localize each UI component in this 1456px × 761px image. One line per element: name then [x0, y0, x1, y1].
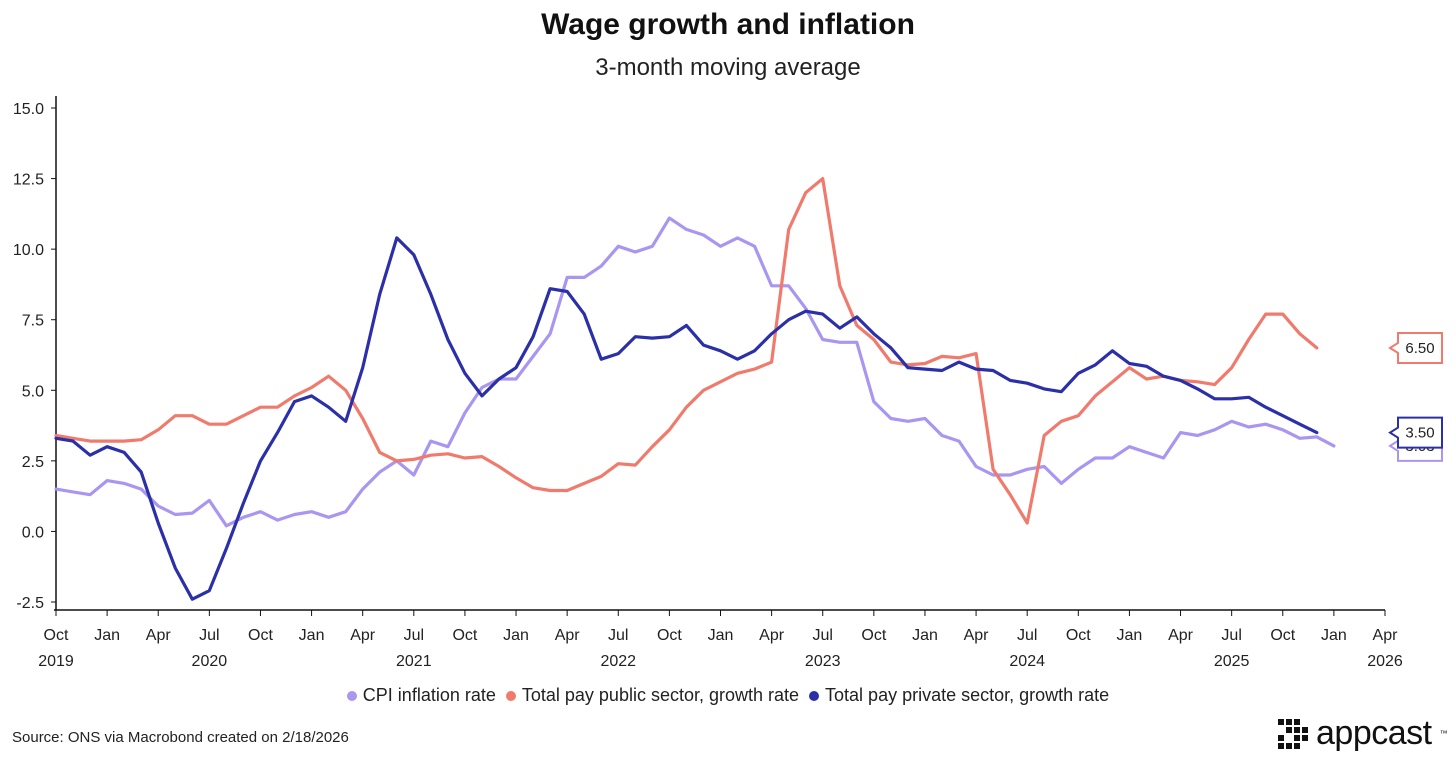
x-tick-year-label: 2024: [1009, 653, 1045, 670]
x-tick-label: Oct: [44, 627, 69, 644]
end-label-text: 6.50: [1405, 340, 1434, 357]
series-line-0: [54, 216, 1336, 528]
y-tick-label: 15.0: [13, 101, 44, 118]
x-tick-label: Jul: [199, 627, 219, 644]
dotted-grid-logo-icon: [1278, 718, 1308, 749]
x-tick-year-label: 2021: [396, 653, 432, 670]
legend-swatch-private: [809, 690, 820, 701]
x-tick-label: Apr: [555, 627, 581, 644]
x-tick-year-label: 2020: [192, 653, 228, 670]
x-tick-label: Jan: [1117, 627, 1143, 644]
x-tick-label: Oct: [1270, 627, 1295, 644]
legend-label-cpi: CPI inflation rate: [362, 685, 496, 705]
legend-swatch-public: [505, 690, 516, 701]
series-line-2: [54, 236, 1319, 601]
x-tick-label: Apr: [759, 627, 785, 644]
end-label-2: 3.50: [1388, 416, 1443, 449]
y-tick-label: 10.0: [13, 242, 44, 259]
y-tick-label: 12.5: [13, 172, 44, 189]
x-tick-year-label: 2023: [805, 653, 841, 670]
legend-item-private: Total pay private sector, growth rate: [809, 685, 1109, 706]
x-tick-year-label: 2026: [1367, 653, 1403, 670]
x-tick-label: Jul: [1017, 627, 1037, 644]
x-tick-label: Apr: [350, 627, 376, 644]
chart-subtitle: 3-month moving average: [595, 54, 861, 81]
x-tick-label: Jan: [503, 627, 529, 644]
x-tick-label: Apr: [1168, 627, 1194, 644]
x-axis-ticks: Oct 2019 Jan Apr Jul 2020 Oct Jan Apr Jul 2021 Oct J…: [38, 610, 1403, 670]
y-tick-label: 0.0: [22, 524, 44, 541]
chart-title: Wage growth and inflation: [541, 8, 915, 41]
x-tick-label: Jan: [1321, 627, 1347, 644]
x-tick-label: Apr: [964, 627, 990, 644]
end-label-1: 6.50: [1388, 331, 1443, 364]
series-lines: [54, 177, 1336, 601]
x-tick-label: Apr: [1373, 627, 1399, 644]
x-tick-label: Oct: [861, 627, 886, 644]
y-tick-label: -2.5: [16, 595, 44, 612]
y-axis-ticks: 15.0 12.5 10.0 7.5 5.0 2.5 0.0 -2.5: [13, 101, 56, 612]
legend-item-public: Total pay public sector, growth rate: [505, 685, 800, 706]
x-tick-label: Jul: [608, 627, 628, 644]
series-line-1: [54, 177, 1319, 525]
y-tick-label: 7.5: [22, 313, 44, 330]
x-tick-label: Jan: [912, 627, 938, 644]
brand-name: appcast: [1316, 714, 1432, 752]
source-note: Source: ONS via Macrobond created on 2/1…: [12, 729, 349, 746]
x-tick-label: Jul: [813, 627, 833, 644]
legend-label-private: Total pay private sector, growth rate: [825, 685, 1110, 705]
x-tick-label: Jan: [94, 627, 120, 644]
x-tick-label: Jul: [1221, 627, 1241, 644]
y-tick-label: 2.5: [22, 454, 44, 471]
x-tick-label: Jan: [299, 627, 325, 644]
x-tick-label: Jul: [404, 627, 424, 644]
legend-label-public: Total pay public sector, growth rate: [521, 685, 800, 705]
x-tick-label: Oct: [248, 627, 273, 644]
x-tick-year-label: 2019: [38, 653, 74, 670]
end-label-text: 3.50: [1405, 425, 1434, 442]
x-tick-year-label: 2022: [600, 653, 636, 670]
brand-trademark: ™: [1439, 729, 1448, 738]
axes: [54, 96, 1385, 611]
x-tick-label: Oct: [657, 627, 682, 644]
x-tick-label: Oct: [452, 627, 477, 644]
legend: CPI inflation rate Total pay public sect…: [0, 685, 1456, 706]
y-tick-label: 5.0: [22, 383, 44, 400]
end-label-box: [1388, 416, 1443, 449]
legend-swatch-cpi: [346, 690, 357, 701]
end-label-box: [1388, 331, 1443, 364]
brand-logo: appcast ™: [1278, 714, 1448, 753]
end-labels: 3.036.503.50: [1388, 331, 1443, 462]
x-tick-label: Apr: [146, 627, 172, 644]
x-tick-year-label: 2025: [1214, 653, 1250, 670]
x-tick-label: Jan: [708, 627, 734, 644]
legend-item-cpi: CPI inflation rate: [346, 685, 496, 706]
x-tick-label: Oct: [1066, 627, 1091, 644]
